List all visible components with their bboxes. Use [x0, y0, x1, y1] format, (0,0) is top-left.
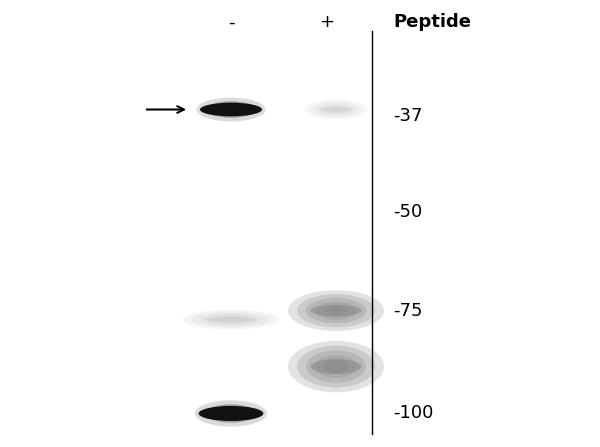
Ellipse shape [183, 310, 279, 329]
Ellipse shape [199, 406, 263, 421]
Ellipse shape [317, 104, 356, 115]
Ellipse shape [311, 305, 362, 316]
Ellipse shape [206, 404, 256, 423]
Ellipse shape [305, 100, 367, 119]
Ellipse shape [306, 298, 366, 324]
Ellipse shape [311, 359, 362, 374]
Ellipse shape [328, 107, 344, 112]
Ellipse shape [315, 302, 357, 320]
Text: -50: -50 [393, 203, 422, 221]
Ellipse shape [306, 350, 366, 383]
Ellipse shape [297, 346, 375, 388]
Ellipse shape [201, 314, 261, 325]
Ellipse shape [319, 107, 353, 112]
Ellipse shape [205, 317, 257, 322]
Text: -: - [228, 13, 234, 31]
Text: +: + [320, 13, 335, 31]
Ellipse shape [219, 317, 243, 322]
Ellipse shape [297, 294, 375, 327]
Ellipse shape [322, 105, 350, 114]
Ellipse shape [288, 290, 384, 331]
Text: Peptide: Peptide [393, 13, 471, 31]
Ellipse shape [210, 316, 252, 324]
Ellipse shape [315, 355, 357, 378]
Ellipse shape [207, 101, 255, 118]
Ellipse shape [288, 341, 384, 392]
Ellipse shape [195, 401, 267, 426]
Ellipse shape [324, 360, 348, 373]
Text: -37: -37 [393, 107, 422, 125]
Text: -75: -75 [393, 302, 422, 320]
Ellipse shape [192, 312, 270, 328]
Ellipse shape [311, 101, 361, 118]
Ellipse shape [200, 103, 262, 116]
Text: -100: -100 [393, 405, 433, 422]
Ellipse shape [324, 306, 348, 316]
Ellipse shape [197, 97, 265, 122]
